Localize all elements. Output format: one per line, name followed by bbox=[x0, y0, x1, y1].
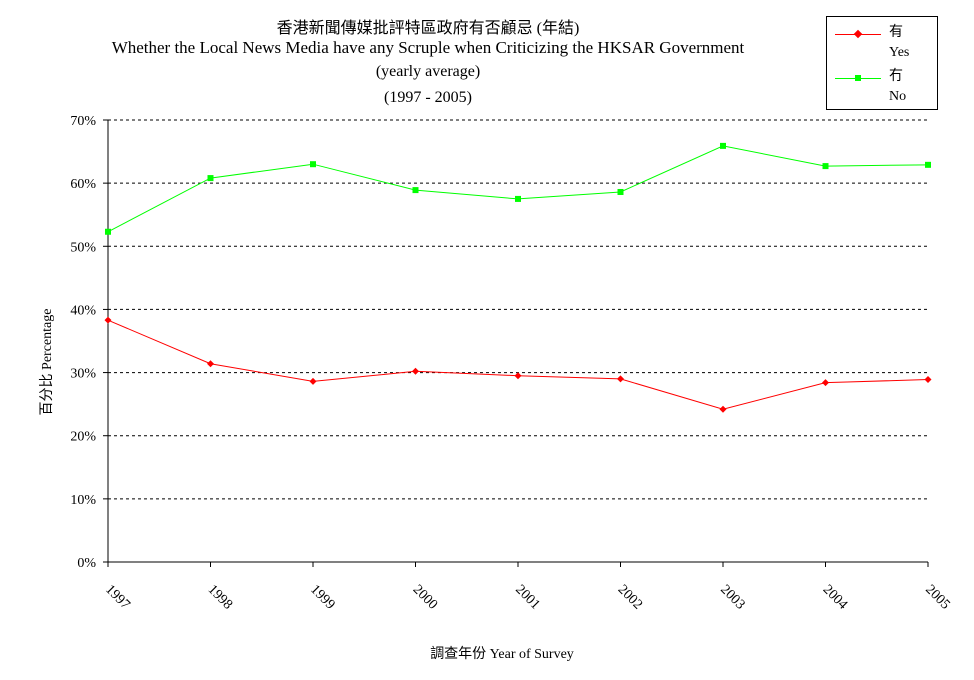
y-tick-label: 50% bbox=[70, 240, 96, 255]
y-tick-label: 20% bbox=[70, 430, 96, 445]
data-point-no bbox=[412, 187, 419, 194]
legend-label-yes-zh: 有 bbox=[889, 25, 903, 40]
data-point-yes bbox=[617, 375, 624, 383]
data-point-no bbox=[515, 195, 521, 202]
legend-square-marker bbox=[855, 75, 861, 81]
data-point-yes bbox=[924, 376, 932, 384]
x-axis-ticks: 1997 1998 1999 2000 2001 2002 2003 2004 2005 bbox=[102, 562, 953, 613]
legend-label-no-zh: 冇 bbox=[889, 69, 903, 84]
chart-title-english: Whether the Local News Media have any Sc… bbox=[111, 38, 745, 57]
legend-label-no-en: No bbox=[889, 89, 907, 104]
y-axis-label: 百分比 Percentage bbox=[40, 308, 55, 416]
y-tick-label: 40% bbox=[70, 303, 96, 318]
legend: 有 Yes 冇 No bbox=[826, 16, 938, 110]
series-line-yes bbox=[107, 319, 929, 410]
data-point-no bbox=[720, 142, 726, 149]
x-tick-label: 2004 bbox=[820, 582, 850, 612]
y-tick-label: 0% bbox=[77, 556, 96, 571]
x-tick-label: 1998 bbox=[205, 582, 235, 612]
data-point-no bbox=[925, 161, 931, 168]
legend-item-yes: 有 Yes bbox=[827, 19, 937, 63]
x-tick-label: 2005 bbox=[922, 582, 952, 612]
chart-title-chinese: 香港新聞傳媒批評特區政府有否顧忌 (年結) bbox=[276, 20, 580, 37]
data-point-no bbox=[617, 188, 624, 195]
data-point-no bbox=[310, 161, 316, 168]
data-point-yes bbox=[719, 405, 727, 413]
chart-subtitle-years: (1997 - 2005) bbox=[384, 89, 472, 106]
legend-item-no: 冇 No bbox=[827, 65, 937, 109]
x-tick-label: 2003 bbox=[717, 582, 747, 612]
x-tick-label: 1999 bbox=[307, 582, 337, 612]
y-axis-ticks: 0% 10% 20% 30% 40% 50% 60% 70% bbox=[70, 114, 108, 571]
legend-diamond-marker bbox=[853, 29, 863, 39]
gridlines bbox=[108, 119, 928, 500]
data-point-yes bbox=[104, 316, 112, 324]
y-tick-label: 70% bbox=[70, 114, 96, 129]
series-group bbox=[104, 142, 932, 413]
x-axis-label: 調查年份 Year of Survey bbox=[430, 647, 574, 662]
x-tick-label: 2000 bbox=[410, 582, 440, 612]
x-tick-label: 1997 bbox=[102, 582, 132, 612]
data-point-yes bbox=[207, 360, 214, 368]
legend-label-yes-en: Yes bbox=[889, 45, 910, 60]
y-tick-label: 30% bbox=[70, 367, 96, 382]
x-tick-label: 2001 bbox=[512, 582, 542, 612]
data-point-no bbox=[207, 175, 214, 182]
x-tick-label: 2002 bbox=[615, 582, 645, 612]
data-point-yes bbox=[309, 377, 317, 385]
data-point-yes bbox=[514, 372, 522, 380]
y-tick-label: 60% bbox=[70, 177, 96, 192]
y-tick-label: 10% bbox=[70, 493, 96, 508]
series-line-no bbox=[107, 145, 929, 233]
data-point-yes bbox=[822, 379, 829, 387]
axes bbox=[107, 120, 928, 563]
data-point-no bbox=[105, 228, 111, 235]
chart-subtitle-yearly: (yearly average) bbox=[375, 63, 481, 80]
data-point-yes bbox=[412, 367, 419, 375]
data-point-no bbox=[822, 163, 829, 170]
